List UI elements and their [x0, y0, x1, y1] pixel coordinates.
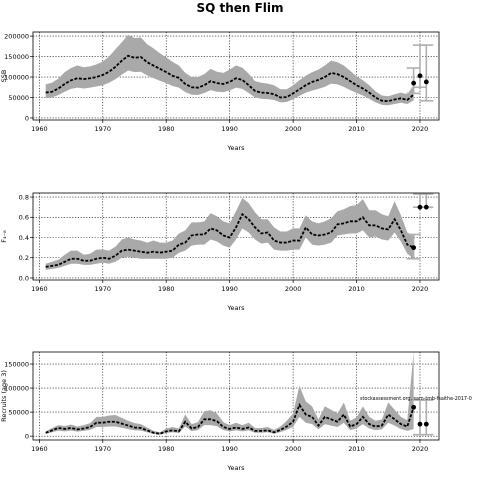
projection-point: [417, 421, 423, 427]
error-bar: [419, 399, 434, 436]
y-axis-label: Recruits (age 3): [0, 370, 8, 422]
x-tick-label: 1970: [95, 285, 112, 293]
source-annotation: stockassessment.org, sam-tmb-fsaithe-201…: [360, 396, 472, 402]
panel-1: 1960 1970 1980 1990 2000 2010 2020 0 50000 100000…: [0, 31, 440, 152]
y-tick-label: 100000: [4, 73, 29, 81]
x-tick-label: 2020: [412, 285, 429, 293]
x-tick-label: 2020: [412, 125, 429, 133]
panel-3: 1960 1970 1980 1990 2000 2010 2020 0 50000 100000…: [0, 351, 472, 472]
median-line: [45, 212, 415, 268]
y-tick-label: 0.6: [19, 214, 29, 222]
figure-title: SQ then Flim: [196, 1, 283, 15]
y-tick-label: 0.8: [19, 193, 29, 201]
x-tick-label: 2000: [285, 445, 302, 453]
y-tick-label: 0.4: [19, 234, 29, 242]
x-tick-label: 2010: [348, 445, 365, 453]
axes-frame: [32, 192, 440, 281]
y-tick-label: 150000: [4, 53, 29, 61]
y-tick-label: 50000: [8, 408, 29, 416]
x-tick-label: 1980: [158, 125, 175, 133]
y-tick-label: 0.0: [19, 274, 29, 282]
confidence-band: [45, 198, 414, 270]
y-tick-label: 150000: [4, 360, 29, 368]
confidence-band: [45, 352, 414, 435]
median-line: [45, 54, 415, 103]
x-tick-label: 1960: [31, 125, 48, 133]
projection-point: [423, 79, 429, 85]
axes-frame: [32, 31, 440, 121]
projection-point: [423, 421, 429, 427]
panels: 1960 1970 1980 1990 2000 2010 2020 0 50000 100000…: [0, 31, 472, 472]
x-axis-label: Years: [226, 144, 245, 152]
x-tick-label: 1990: [221, 445, 238, 453]
y-tick-label: 100000: [4, 384, 29, 392]
projection-point: [411, 80, 417, 86]
x-tick-label: 1970: [95, 445, 112, 453]
projection-point: [411, 245, 417, 251]
x-axis-label: Years: [226, 464, 245, 472]
y-tick-label: 0: [25, 114, 29, 122]
x-tick-label: 1970: [95, 125, 112, 133]
y-tick-label: 200000: [4, 32, 29, 40]
x-tick-label: 1990: [221, 285, 238, 293]
y-tick-label: 0: [25, 432, 29, 440]
x-tick-label: 1990: [221, 125, 238, 133]
projection-point: [411, 404, 417, 410]
x-tick-label: 1980: [158, 285, 175, 293]
y-tick-label: 50000: [8, 94, 29, 102]
x-axis-label: Years: [226, 304, 245, 312]
x-tick-label: 2000: [285, 285, 302, 293]
panel-2: 1960 1970 1980 1990 2000 2010 2020 0.0 0.2 0.4 0.6…: [0, 192, 440, 312]
x-tick-label: 2010: [348, 125, 365, 133]
error-bar: [406, 67, 421, 95]
median-line: [45, 402, 415, 435]
y-axis-label: F₄₋₈: [0, 230, 8, 243]
axes-frame: [32, 351, 440, 441]
projection-point: [423, 204, 429, 210]
error-bar: [412, 399, 427, 436]
projection-point: [417, 204, 423, 210]
x-tick-label: 1980: [158, 445, 175, 453]
x-tick-label: 2000: [285, 125, 302, 133]
confidence-band: [45, 34, 414, 106]
x-tick-label: 2010: [348, 285, 365, 293]
error-bar: [419, 44, 434, 102]
y-axis-label: SSB: [0, 70, 8, 83]
x-tick-label: 1960: [31, 285, 48, 293]
projection-point: [417, 73, 423, 79]
x-tick-label: 1960: [31, 445, 48, 453]
x-tick-label: 2020: [412, 445, 429, 453]
y-tick-label: 0.2: [19, 254, 29, 262]
